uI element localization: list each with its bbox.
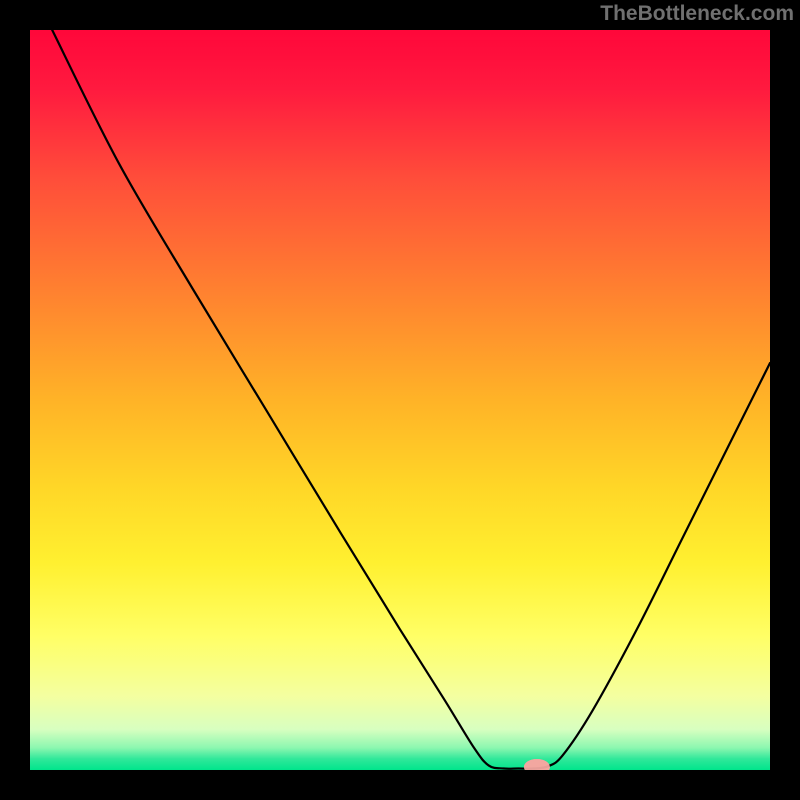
- chart-container: TheBottleneck.com: [0, 0, 800, 800]
- bottleneck-chart: [0, 0, 800, 800]
- watermark-text: TheBottleneck.com: [600, 2, 794, 26]
- chart-background-gradient: [30, 30, 770, 770]
